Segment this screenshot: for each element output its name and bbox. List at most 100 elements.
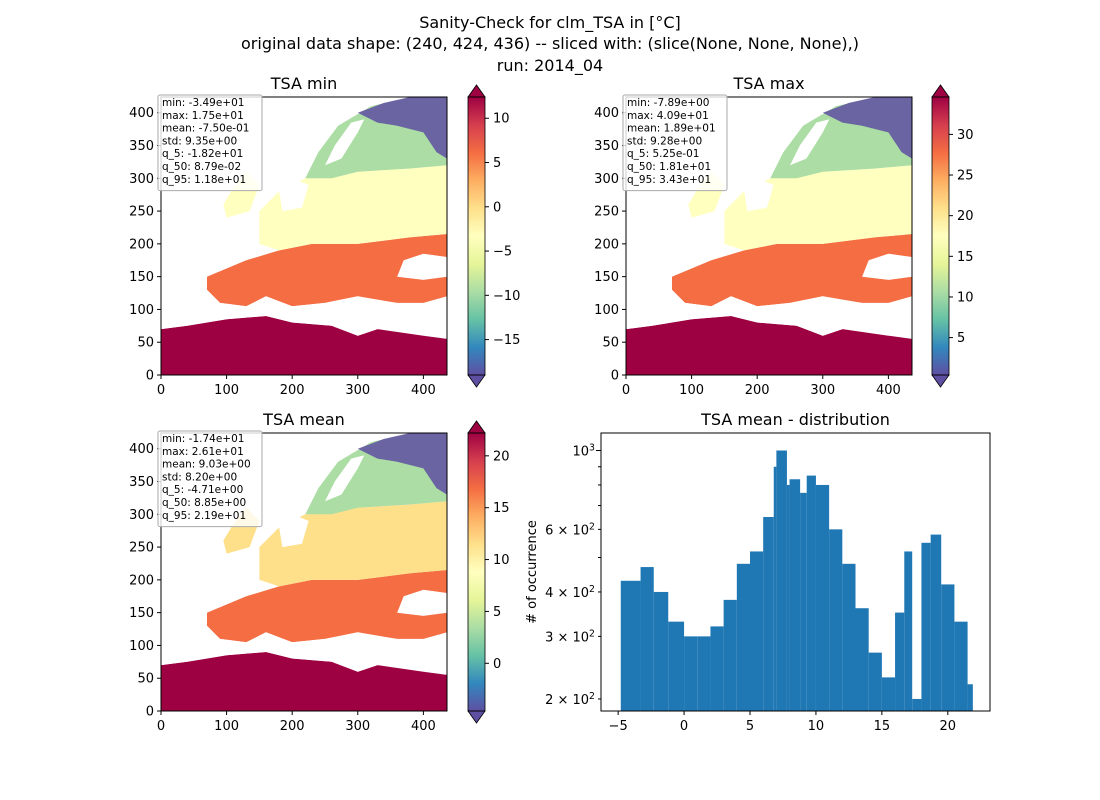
y-tick-label: 150	[129, 270, 154, 285]
map-region-southern-europe	[206, 570, 447, 643]
x-tick-label: 100	[679, 383, 704, 398]
stats-line: mean: -7.50e-01	[162, 123, 249, 135]
stats-line: q_95: 2.19e+01	[162, 510, 246, 522]
panel-tsa-mean: 0 100 200 300 400050100150200250300350400TSA…	[129, 410, 509, 734]
x-tick-label: 300	[810, 383, 835, 398]
map-north-sea	[279, 178, 309, 212]
map-region-south	[626, 316, 912, 375]
figure-title-line-2: original data shape: (240, 424, 436) -- …	[241, 34, 859, 53]
colorbar-tick-label: −5	[493, 245, 512, 260]
map-region-arctic	[357, 433, 447, 495]
colorbar	[468, 97, 485, 375]
colorbar-tick-label: 20	[493, 449, 510, 464]
histogram-bar	[763, 517, 774, 711]
colorbar-extend-bottom	[467, 710, 486, 724]
stats-box	[622, 94, 728, 192]
colorbar-tick-label: 10	[493, 112, 510, 127]
y-tick-label: 250	[129, 205, 154, 220]
colorbar-tick-label: 0	[493, 200, 501, 215]
colorbar-tick-label: 10	[957, 290, 974, 305]
colorbar-tick-label: 15	[957, 250, 974, 265]
colorbar-tick-label: 10	[493, 553, 510, 568]
y-tick-label: 350	[129, 475, 154, 490]
y-tick-label: 300	[594, 172, 619, 187]
y-axis-label: # of occurrence	[525, 520, 540, 624]
histogram-bar	[697, 636, 711, 711]
histogram-bar	[710, 626, 724, 711]
histogram-bar	[954, 621, 968, 711]
y-tick-label: 250	[129, 541, 154, 556]
axes-frame	[625, 96, 913, 376]
stats-line: q_95: 3.43e+01	[627, 174, 711, 186]
histogram-bar	[941, 584, 955, 711]
stats-line: min: -3.49e+01	[162, 97, 244, 109]
x-tick-label: 20	[940, 719, 957, 734]
colorbar-tick-label: 0	[493, 657, 501, 672]
map-image	[161, 433, 447, 711]
y-tick-label: 400	[129, 106, 154, 121]
map-region-south	[161, 652, 447, 711]
x-tick-label: 10	[808, 719, 825, 734]
x-tick-label: 100	[214, 383, 239, 398]
stats-line: q_50: 8.85e+00	[162, 497, 246, 509]
x-tick-label: 200	[280, 383, 305, 398]
stats-box	[157, 430, 263, 528]
panel-title: TSA max	[732, 74, 804, 93]
map-mediterranean-sea	[161, 296, 398, 336]
histogram-bar	[855, 608, 869, 711]
histogram-bar	[786, 484, 790, 711]
map-black-sea	[397, 253, 447, 280]
x-tick-label: 15	[874, 719, 891, 734]
y-tick-label: 50	[137, 672, 154, 687]
panel-tsa-min: 0 100 200 300 400050100150200250300350400TSA…	[129, 74, 520, 398]
x-tick-label: 400	[876, 383, 901, 398]
map-region-south	[161, 316, 447, 375]
map-black-sea	[862, 253, 912, 280]
colorbar-tick-label: −15	[493, 333, 520, 348]
histogram-bar	[776, 450, 787, 711]
stats-line: q_5: -1.82e+01	[162, 148, 243, 160]
y-tick-label: 0	[611, 369, 619, 384]
y-tick-label: 100	[129, 303, 154, 318]
y-tick-label: 200	[129, 237, 154, 252]
histogram-bar	[842, 563, 856, 711]
y-tick-label: 2 × 102	[545, 691, 595, 708]
y-tick-label: 4 × 102	[545, 584, 595, 601]
y-tick-label: 300	[129, 172, 154, 187]
panel-title: TSA mean	[262, 410, 345, 429]
y-tick-label: 100	[129, 639, 154, 654]
histogram-bar	[930, 534, 942, 711]
histogram-bar	[815, 484, 830, 711]
histogram-bar	[881, 677, 896, 711]
colorbar-tick-label: 5	[957, 331, 965, 346]
histogram-bar	[620, 580, 641, 711]
y-tick-label: 0	[146, 705, 154, 720]
stats-line: q_50: 1.81e+01	[627, 161, 711, 173]
panel-title: TSA min	[270, 74, 337, 93]
x-tick-label: 100	[214, 719, 239, 734]
y-tick-label: 400	[129, 442, 154, 457]
panel-tsa-max: 0 100 200 300 400 0 50 100 150 200 250 300 350 400 TSA…	[594, 74, 973, 398]
map-north-sea	[744, 178, 774, 212]
colorbar-tick-label: 5	[493, 156, 501, 171]
histogram-bar	[750, 551, 764, 711]
x-tick-label: 400	[411, 383, 436, 398]
y-tick-label: 400	[594, 106, 619, 121]
map-region-southern-europe	[206, 234, 447, 307]
y-tick-label: 350	[129, 139, 154, 154]
stats-box	[157, 94, 263, 192]
colorbar-tick-label: −10	[493, 289, 520, 304]
colorbar-tick-label: 30	[957, 128, 974, 143]
stats-line: max: 1.75e+01	[162, 110, 244, 122]
stats-line: q_50: 8.79e-02	[162, 161, 241, 173]
stats-line: std: 9.35e+00	[162, 135, 237, 147]
colorbar-frame	[467, 96, 486, 376]
x-tick-label: 0	[680, 719, 688, 734]
x-tick-label: 300	[345, 719, 370, 734]
histogram-bar	[736, 563, 751, 711]
histogram-bar	[912, 698, 922, 711]
colorbar	[468, 433, 485, 711]
figure-title-line-1: Sanity-Check for clm_TSA in [°C]	[419, 13, 681, 33]
colorbar-frame	[467, 432, 486, 712]
